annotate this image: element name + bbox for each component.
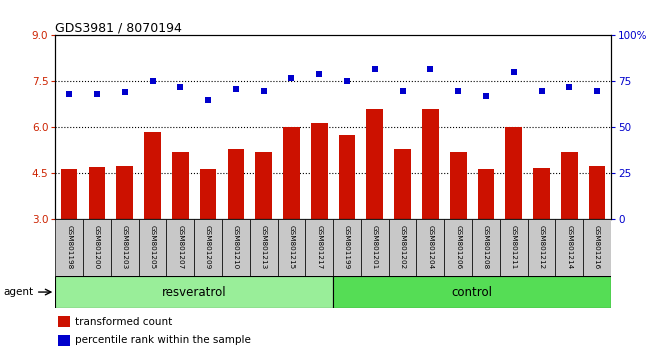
Text: GSM801216: GSM801216: [594, 224, 600, 269]
Bar: [172, 152, 188, 219]
Bar: [58, 316, 70, 327]
Bar: [389, 219, 417, 276]
Text: GSM801199: GSM801199: [344, 224, 350, 269]
Point: [314, 71, 324, 77]
Bar: [450, 152, 467, 219]
Bar: [166, 219, 194, 276]
Bar: [333, 219, 361, 276]
Point: [508, 69, 519, 75]
Point: [592, 88, 603, 93]
Bar: [83, 219, 111, 276]
Bar: [533, 168, 550, 219]
Bar: [417, 219, 445, 276]
Point: [231, 86, 241, 92]
Point: [425, 66, 436, 72]
Text: GSM801204: GSM801204: [428, 224, 434, 269]
Text: GDS3981 / 8070194: GDS3981 / 8070194: [55, 21, 182, 34]
Text: GSM801214: GSM801214: [566, 224, 572, 269]
Text: GSM801201: GSM801201: [372, 224, 378, 269]
Text: percentile rank within the sample: percentile rank within the sample: [75, 335, 251, 346]
Text: GSM801211: GSM801211: [511, 224, 517, 269]
Bar: [506, 127, 522, 219]
Text: GSM801213: GSM801213: [261, 224, 266, 269]
Bar: [55, 219, 83, 276]
Point: [481, 93, 491, 99]
Point: [397, 88, 408, 93]
Bar: [478, 169, 494, 219]
Bar: [255, 152, 272, 219]
Text: GSM801215: GSM801215: [289, 224, 294, 269]
Bar: [144, 132, 161, 219]
Text: GSM801207: GSM801207: [177, 224, 183, 269]
Point: [453, 88, 463, 93]
Point: [64, 91, 74, 97]
Bar: [250, 219, 278, 276]
Bar: [222, 219, 250, 276]
Bar: [58, 335, 70, 346]
Bar: [116, 166, 133, 219]
Bar: [88, 167, 105, 219]
Bar: [283, 127, 300, 219]
Point: [536, 88, 547, 93]
Bar: [55, 276, 333, 308]
Text: GSM801205: GSM801205: [150, 224, 155, 269]
Text: GSM801212: GSM801212: [539, 224, 545, 269]
Bar: [111, 219, 138, 276]
Text: control: control: [452, 286, 493, 298]
Point: [286, 75, 296, 81]
Point: [175, 84, 185, 90]
Bar: [306, 219, 333, 276]
Bar: [583, 219, 611, 276]
Bar: [339, 135, 356, 219]
Point: [148, 79, 158, 84]
Text: GSM801206: GSM801206: [455, 224, 461, 269]
Point: [342, 79, 352, 84]
Bar: [367, 109, 383, 219]
Text: GSM801208: GSM801208: [483, 224, 489, 269]
Bar: [500, 219, 528, 276]
Bar: [200, 169, 216, 219]
Point: [370, 66, 380, 72]
Text: GSM801198: GSM801198: [66, 224, 72, 269]
Bar: [395, 149, 411, 219]
Bar: [227, 149, 244, 219]
Bar: [278, 219, 306, 276]
Bar: [333, 276, 611, 308]
Bar: [422, 109, 439, 219]
Point: [203, 97, 213, 103]
Bar: [445, 219, 472, 276]
Bar: [472, 219, 500, 276]
Point: [259, 88, 269, 93]
Bar: [61, 169, 77, 219]
Text: GSM801209: GSM801209: [205, 224, 211, 269]
Point: [120, 90, 130, 95]
Bar: [555, 219, 583, 276]
Bar: [528, 219, 556, 276]
Bar: [194, 219, 222, 276]
Point: [92, 91, 102, 97]
Text: resveratrol: resveratrol: [162, 286, 226, 298]
Text: GSM801217: GSM801217: [317, 224, 322, 269]
Text: GSM801202: GSM801202: [400, 224, 406, 269]
Bar: [561, 152, 578, 219]
Text: agent: agent: [3, 287, 33, 297]
Bar: [589, 166, 605, 219]
Bar: [138, 219, 166, 276]
Text: transformed count: transformed count: [75, 316, 172, 327]
Text: GSM801200: GSM801200: [94, 224, 100, 269]
Text: GSM801210: GSM801210: [233, 224, 239, 269]
Bar: [361, 219, 389, 276]
Bar: [311, 123, 328, 219]
Point: [564, 84, 575, 90]
Text: GSM801203: GSM801203: [122, 224, 127, 269]
